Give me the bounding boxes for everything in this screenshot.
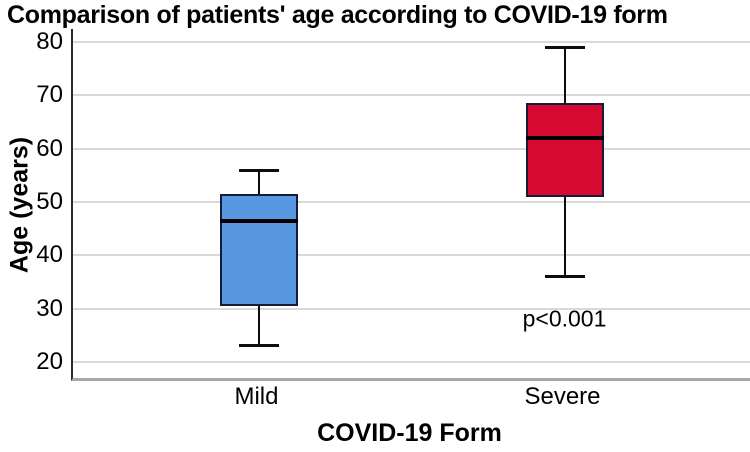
y-tick-label-80: 80 <box>36 28 63 55</box>
whisker-upper-mild <box>257 170 260 194</box>
y-tick-label-60: 60 <box>36 134 63 162</box>
whisker-cap-max-mild <box>238 169 279 172</box>
gridline-y-30 <box>73 307 750 310</box>
gridline-y-60 <box>73 147 750 150</box>
whisker-cap-max-severe <box>544 46 585 50</box>
y-tick-label-70: 70 <box>36 81 63 109</box>
whisker-upper-severe <box>563 47 566 104</box>
median-mild <box>219 218 298 223</box>
whisker-lower-mild <box>257 306 260 346</box>
whisker-cap-min-mild <box>238 344 279 347</box>
chart-title: Comparison of patients' age according to… <box>7 1 668 29</box>
x-category-label-mild: Mild <box>234 383 279 410</box>
p-value-annotation: p<0.001 <box>522 305 607 332</box>
whisker-lower-severe <box>563 196 566 277</box>
box-severe <box>525 103 604 197</box>
gridline-y-40 <box>73 254 750 257</box>
median-severe <box>525 136 604 140</box>
x-axis-title: COVID-19 Form <box>317 419 502 447</box>
y-tick-label-30: 30 <box>36 294 63 322</box>
gridline-y-50 <box>73 201 750 203</box>
gridline-y-70 <box>73 94 750 97</box>
plot-area: p<0.001 <box>71 29 750 381</box>
gridline-y-80 <box>73 41 750 43</box>
whisker-cap-min-severe <box>544 274 585 278</box>
x-category-label-severe: Severe <box>524 383 601 410</box>
y-tick-label-50: 50 <box>36 188 63 215</box>
box-mild <box>219 194 298 306</box>
y-tick-label-40: 40 <box>36 241 63 269</box>
y-tick-label-20: 20 <box>36 348 63 375</box>
gridline-y-20 <box>73 361 750 363</box>
